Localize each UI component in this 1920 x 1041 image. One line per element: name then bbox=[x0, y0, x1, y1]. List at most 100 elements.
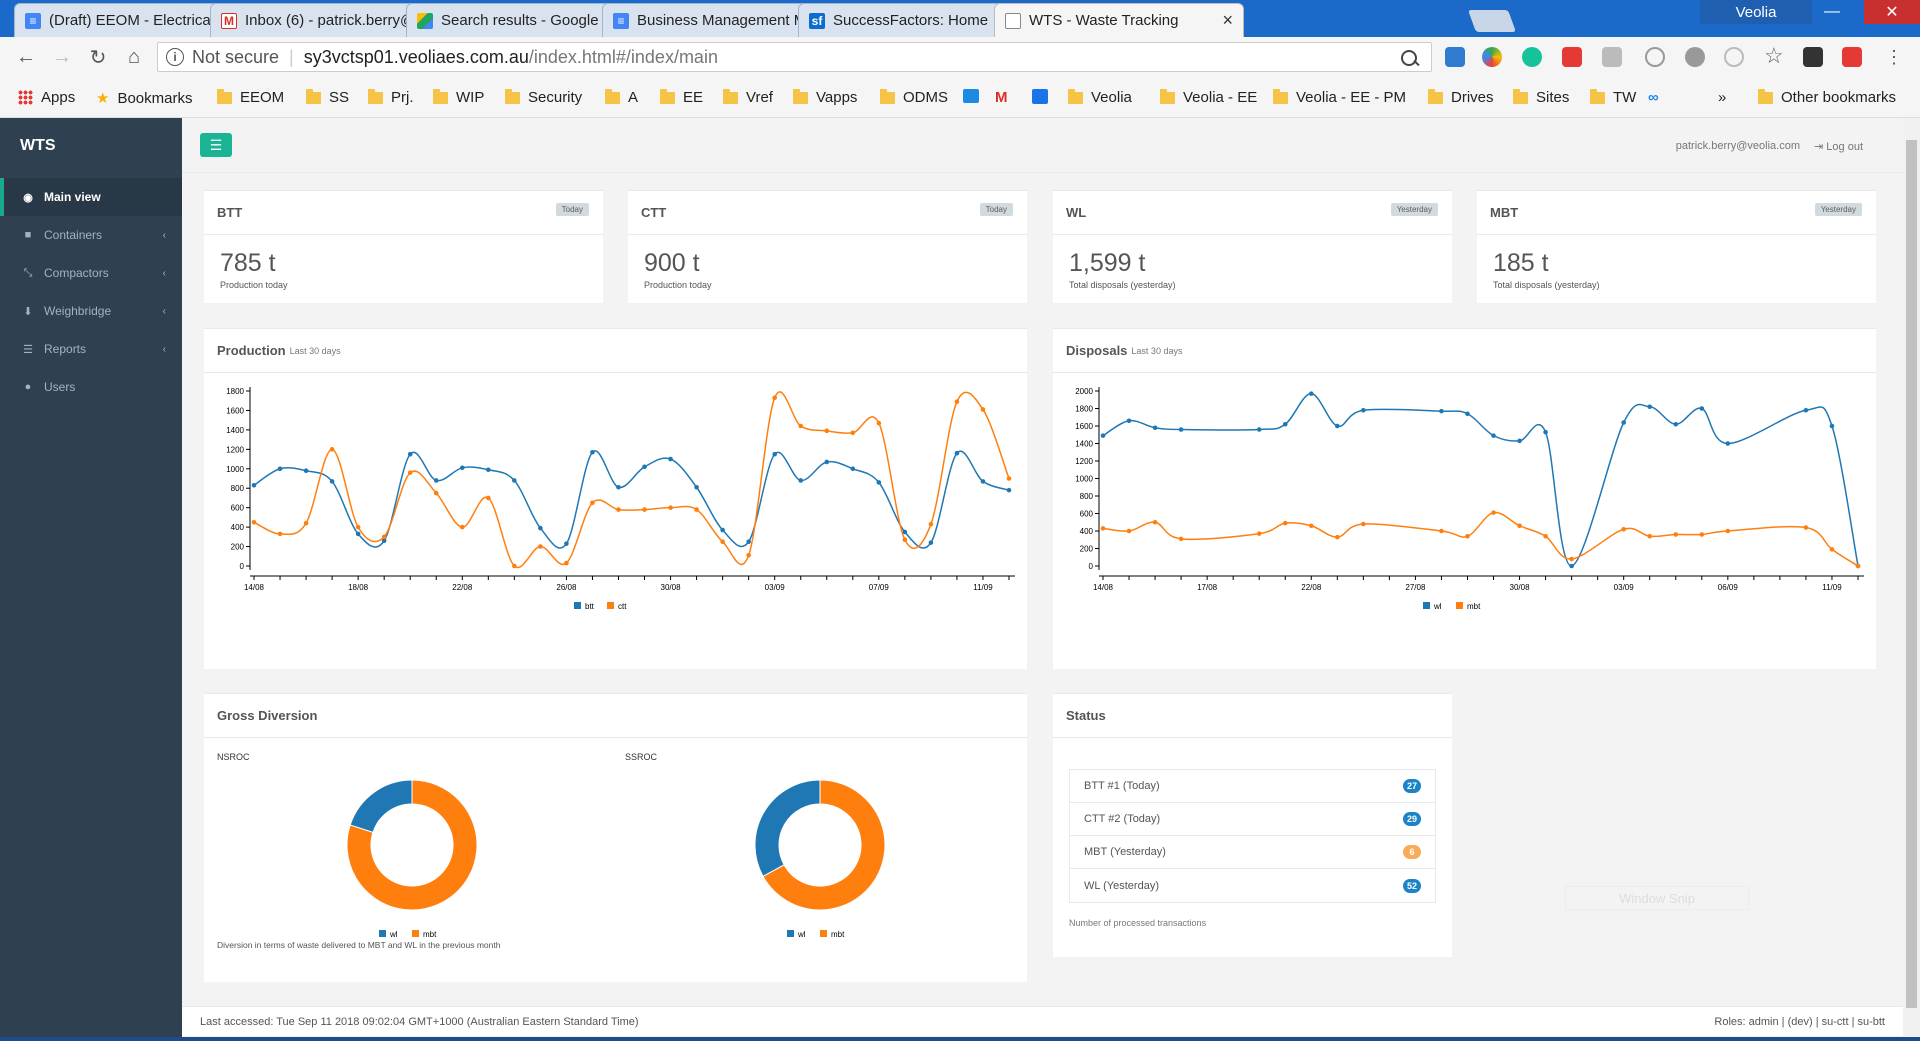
window-close-icon[interactable]: ✕ bbox=[1864, 0, 1920, 24]
bookmark-eeom[interactable]: EEOM bbox=[217, 88, 284, 106]
close-tab-icon[interactable]: × bbox=[1222, 10, 1233, 30]
data-point-ctt bbox=[277, 531, 283, 537]
legend-swatch-mbt bbox=[820, 930, 827, 937]
stat-caption: Production today bbox=[220, 280, 288, 290]
bookmark-drives[interactable]: Drives bbox=[1428, 88, 1494, 106]
bookmark-ss[interactable]: SS bbox=[306, 88, 349, 106]
y-tick-label: 200 bbox=[1080, 545, 1094, 554]
bookmark-vref[interactable]: Vref bbox=[723, 88, 773, 106]
extension-dropbox-icon[interactable] bbox=[1602, 47, 1622, 67]
card-header: Gross Diversion bbox=[204, 694, 1027, 738]
bookmark-star-icon[interactable]: ☆ bbox=[1764, 43, 1784, 68]
bookmarks-overflow[interactable]: » bbox=[1718, 89, 1727, 106]
sidebar-item-users[interactable]: ● Users bbox=[0, 368, 182, 406]
bookmark-apps[interactable]: Apps bbox=[18, 89, 75, 106]
minimize-icon[interactable]: — bbox=[1824, 3, 1840, 20]
extension-help-icon[interactable] bbox=[1724, 47, 1744, 67]
footer: Last accessed: Tue Sep 11 2018 09:02:04 … bbox=[182, 1006, 1903, 1036]
list-item[interactable]: MBT (Yesterday) 6 bbox=[1070, 836, 1435, 869]
home-icon[interactable]: ⌂ bbox=[127, 45, 141, 68]
back-icon[interactable]: ← bbox=[16, 45, 36, 68]
data-point-ctt bbox=[303, 520, 309, 526]
data-point-btt bbox=[329, 479, 335, 484]
logout-link[interactable]: ⇥ Log out bbox=[1814, 140, 1863, 153]
bookmark-veolia-ee[interactable]: Veolia - EE bbox=[1160, 88, 1257, 106]
bookmark-other[interactable]: Other bookmarks bbox=[1758, 88, 1896, 106]
list-item[interactable]: CTT #2 (Today) 29 bbox=[1070, 803, 1435, 836]
stat-caption: Total disposals (yesterday) bbox=[1493, 280, 1600, 290]
tab-wts[interactable]: WTS - Waste Tracking × bbox=[994, 3, 1244, 37]
bookmark-trello[interactable] bbox=[963, 89, 979, 103]
sidebar-item-label: Users bbox=[44, 380, 76, 394]
bookmark-link[interactable]: ∞ bbox=[1648, 89, 1659, 106]
data-point-btt bbox=[720, 527, 725, 533]
forward-icon[interactable]: → bbox=[52, 45, 72, 68]
y-tick-label: 1200 bbox=[1075, 457, 1093, 466]
scrollbar-thumb[interactable] bbox=[1906, 140, 1917, 1008]
legend-label-btt: btt bbox=[585, 602, 595, 611]
address-bar[interactable]: i Not secure | sy3vctsp01.veoliaes.com.a… bbox=[157, 42, 1432, 72]
reload-icon[interactable]: ↻ bbox=[89, 46, 107, 69]
menu-toggle-button[interactable]: ☰ bbox=[200, 133, 232, 157]
sidebar-item-compactors[interactable]: ⤡ Compactors ‹ bbox=[0, 254, 182, 292]
data-point-ctt bbox=[928, 521, 934, 527]
legend-swatch-wl bbox=[1423, 602, 1430, 609]
bookmark-wip[interactable]: WIP bbox=[433, 88, 484, 106]
bookmark-security[interactable]: Security bbox=[505, 88, 583, 106]
y-tick-label: 600 bbox=[231, 504, 245, 513]
url-separator: | bbox=[289, 46, 294, 67]
data-point-ctt bbox=[407, 470, 413, 475]
sidebar-item-label: Reports bbox=[44, 342, 87, 356]
chevron-left-icon: ‹ bbox=[162, 305, 166, 317]
extension-keep-icon[interactable] bbox=[1803, 47, 1823, 67]
data-point-btt bbox=[824, 459, 830, 465]
data-point-btt bbox=[407, 451, 413, 457]
menu-icon[interactable]: ⋮ bbox=[1885, 46, 1903, 67]
new-tab-button[interactable] bbox=[1467, 10, 1517, 32]
bookmark-a[interactable]: A bbox=[605, 88, 638, 106]
bookmark-gmail[interactable]: M bbox=[995, 89, 1008, 106]
zoom-icon[interactable] bbox=[1401, 46, 1421, 68]
bookmark-bookmarks[interactable]: ★ Bookmarks bbox=[96, 89, 192, 108]
list-item[interactable]: BTT #1 (Today) 27 bbox=[1070, 770, 1435, 803]
period-badge: Yesterday bbox=[1390, 203, 1438, 216]
bookmark-prj[interactable]: Prj. bbox=[368, 88, 414, 106]
data-point-mbt bbox=[1282, 520, 1288, 526]
stat-value: 785 t bbox=[220, 249, 276, 277]
y-tick-label: 1400 bbox=[226, 426, 244, 435]
card-header: CTT Today bbox=[628, 191, 1027, 235]
data-point-btt bbox=[1006, 487, 1012, 493]
series-line-wl bbox=[1102, 392, 1859, 567]
bookmark-odms[interactable]: ODMS bbox=[880, 88, 948, 106]
extension-lastpass-icon[interactable] bbox=[1562, 47, 1582, 67]
extension-trello-icon[interactable] bbox=[1445, 47, 1465, 67]
extension-grammarly-icon[interactable] bbox=[1522, 47, 1542, 67]
info-icon[interactable]: i bbox=[166, 48, 184, 66]
donut-slice-wl bbox=[754, 779, 821, 877]
data-point-mbt bbox=[1803, 525, 1809, 530]
extension-shield-icon[interactable] bbox=[1842, 47, 1862, 67]
folder-icon bbox=[1428, 88, 1443, 104]
extension-color-icon[interactable] bbox=[1482, 47, 1502, 67]
bookmark-tw[interactable]: TW bbox=[1590, 88, 1636, 106]
users-icon: ● bbox=[24, 381, 32, 393]
bookmark-vapps[interactable]: Vapps bbox=[793, 88, 857, 106]
data-point-ctt bbox=[512, 563, 517, 569]
profile-button[interactable]: Veolia bbox=[1700, 0, 1812, 24]
extension-circle-icon[interactable] bbox=[1685, 47, 1705, 67]
bookmark-veolia[interactable]: Veolia bbox=[1068, 88, 1132, 106]
sidebar-item-main-view[interactable]: ◉ Main view bbox=[0, 178, 182, 216]
status-label: BTT #1 (Today) bbox=[1084, 780, 1160, 792]
bookmark-veolia-ee-pm[interactable]: Veolia - EE - PM bbox=[1273, 88, 1406, 106]
page-scrollbar[interactable] bbox=[1903, 118, 1920, 1037]
bookmark-ee[interactable]: EE bbox=[660, 88, 703, 106]
bookmark-calendar[interactable] bbox=[1032, 89, 1048, 104]
bookmark-label: Security bbox=[528, 89, 583, 106]
sidebar-item-weighbridge[interactable]: ⬇ Weighbridge ‹ bbox=[0, 292, 182, 330]
bookmark-sites[interactable]: Sites bbox=[1513, 88, 1569, 106]
sidebar-item-reports[interactable]: ☰ Reports ‹ bbox=[0, 330, 182, 368]
extension-clock-icon[interactable] bbox=[1645, 47, 1665, 67]
list-item[interactable]: WL (Yesterday) 52 bbox=[1070, 869, 1435, 902]
x-tick-label: 30/08 bbox=[1510, 583, 1531, 592]
sidebar-item-containers[interactable]: ■ Containers ‹ bbox=[0, 216, 182, 254]
